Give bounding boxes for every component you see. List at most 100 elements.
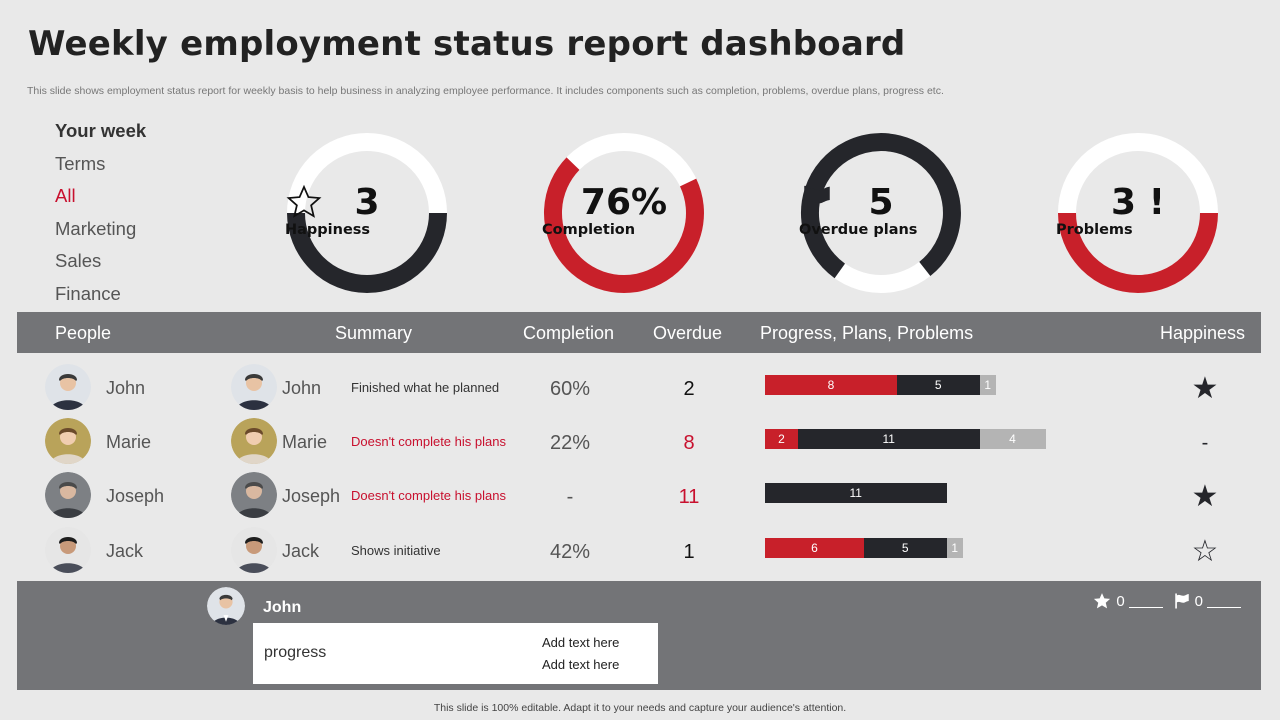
bar-plans: 5 [897, 375, 980, 395]
happiness-ring [287, 133, 447, 293]
person-name: John [106, 378, 146, 398]
flag-icon [1174, 593, 1189, 609]
filter-item-finance[interactable]: Finance [55, 282, 121, 304]
table-row[interactable]: Joseph Joseph Doesn't complete his plans… [17, 469, 1261, 523]
bar-plans: 5 [864, 538, 947, 558]
col-completion: Completion [523, 323, 615, 343]
filter-item-all[interactable]: All [55, 185, 76, 206]
summary-person-name: John [282, 378, 322, 398]
avatar [231, 472, 277, 518]
table-row[interactable]: Marie Marie Doesn't complete his plans 2… [17, 415, 1261, 469]
happiness-indicator: ☆ [1191, 535, 1219, 568]
overdue-value: 2 [683, 378, 695, 400]
avatar [207, 587, 245, 625]
detail-stats: 0 0 [1092, 591, 1241, 611]
filter-header: Your week [55, 120, 147, 141]
avatar [231, 364, 277, 410]
kpi-completion-label: Completion [542, 222, 636, 238]
detail-note-1[interactable]: Add text here [542, 635, 620, 650]
avatar [45, 418, 91, 464]
kpi-overdue-label: Overdue plans [799, 222, 918, 238]
overdue-value: 11 [678, 486, 700, 508]
overdue-ring-fill [800, 133, 961, 279]
bar-plans: 11 [798, 429, 980, 449]
bar-problems: 4 [979, 429, 1046, 449]
table-row[interactable]: John John Finished what he planned 60% 2… [17, 361, 1261, 415]
overdue-value: 8 [683, 432, 695, 454]
completion-ring [543, 133, 704, 293]
detail-card-label: progress [264, 644, 327, 661]
col-overdue: Overdue [653, 323, 723, 343]
detail-person-name: John [263, 599, 302, 616]
col-people: People [55, 323, 112, 343]
avatar [45, 527, 91, 573]
completion-value: - [566, 486, 574, 508]
completion-ring-fill [543, 157, 704, 293]
bar-plans: 11 [765, 483, 947, 503]
detail-panel: John progress Add text here Add text her… [17, 581, 1261, 690]
summary-text: Doesn't complete his plans [351, 488, 506, 503]
star-count: 0 [1116, 592, 1125, 610]
progress-plans-problems-bar: 11 [765, 483, 947, 503]
happiness-indicator: ★ [1191, 480, 1219, 513]
completion-value: 22% [549, 432, 591, 454]
kpi-problems-value: 3 ! [1111, 182, 1165, 223]
table-header: People Summary Completion Overdue Progre… [17, 312, 1261, 353]
kpi-completion-value: 76% [580, 182, 668, 223]
bar-progress: 6 [765, 538, 864, 558]
col-summary: Summary [335, 323, 413, 343]
summary-person-name: Marie [282, 432, 328, 452]
kpi-problems: 3 ! Problems [1056, 131, 1220, 295]
filter-list: Your week Terms All Marketing Sales Fina… [55, 118, 146, 313]
summary-text: Finished what he planned [351, 380, 500, 395]
completion-value: 42% [549, 541, 591, 563]
kpi-problems-label: Problems [1056, 222, 1133, 238]
avatar [45, 364, 91, 410]
problems-ring [1058, 133, 1218, 293]
col-progress-plans-problems: Progress, Plans, Problems [760, 323, 974, 343]
avatar [231, 527, 277, 573]
overdue-value: 1 [683, 541, 695, 563]
detail-note-2[interactable]: Add text here [542, 657, 620, 672]
kpi-overdue: 5 Overdue plans [799, 131, 963, 295]
filter-item-terms[interactable]: Terms [55, 152, 106, 174]
col-happiness: Happiness [1160, 323, 1246, 343]
completion-value: 60% [549, 378, 591, 400]
kpi-completion: 76% Completion [542, 131, 706, 295]
happiness-indicator: ★ [1191, 372, 1219, 405]
summary-person-name: Joseph [282, 486, 341, 506]
bar-progress: 2 [765, 429, 798, 449]
kpi-overdue-value: 5 [868, 182, 894, 223]
page-subtitle: This slide shows employment status repor… [27, 85, 944, 97]
kpi-happiness-value: 3 [354, 182, 380, 223]
bar-problems: 1 [946, 538, 963, 558]
happiness-indicator: - [1201, 432, 1209, 454]
bar-problems: 1 [979, 375, 996, 395]
flag-icon [804, 185, 830, 215]
filter-item-marketing[interactable]: Marketing [55, 217, 137, 239]
person-name: Joseph [106, 486, 165, 506]
overdue-ring [800, 133, 961, 293]
kpi-happiness-label: Happiness [285, 222, 371, 238]
filter-item-sales[interactable]: Sales [55, 250, 102, 271]
bar-progress: 8 [765, 375, 897, 395]
summary-person-name: Jack [282, 541, 320, 561]
page-title: Weekly employment status report dashboar… [28, 24, 906, 64]
kpi-happiness: 3 Happiness [285, 131, 449, 295]
footer-note: This slide is 100% editable. Adapt it to… [433, 702, 847, 714]
avatar [231, 418, 277, 464]
progress-plans-problems-bar: 2 11 4 [765, 429, 1046, 449]
problems-ring-fill [1058, 212, 1218, 293]
detail-card: progress Add text here Add text here [253, 623, 658, 684]
star-outline-icon [286, 184, 322, 218]
person-name: Marie [106, 432, 152, 452]
avatar [45, 472, 91, 518]
summary-text: Shows initiative [351, 543, 441, 558]
happiness-ring-fill [287, 212, 447, 293]
summary-text: Doesn't complete his plans [351, 434, 506, 449]
flag-count: 0 [1194, 592, 1203, 610]
star-icon [1094, 593, 1111, 609]
